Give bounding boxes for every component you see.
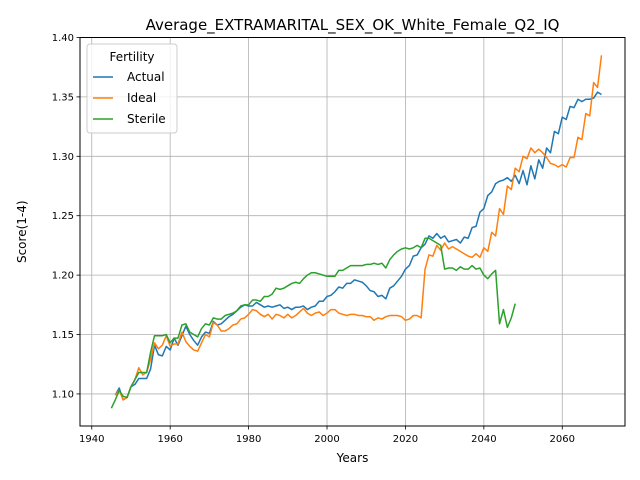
series-line-sterile <box>110 237 516 409</box>
series-line-actual <box>114 91 602 401</box>
legend-label-actual: Actual <box>127 70 165 84</box>
legend: Fertility Actual Ideal Sterile <box>86 43 178 134</box>
y-tick-label: 1.40 <box>52 33 74 44</box>
x-tick-label: 2040 <box>471 434 496 445</box>
series-line-ideal <box>114 55 603 401</box>
y-tick-label: 1.25 <box>52 211 74 222</box>
y-tick-label: 1.20 <box>52 271 74 282</box>
x-axis-label: Years <box>336 451 369 465</box>
series-lines <box>110 55 603 409</box>
plot-frame <box>79 37 626 427</box>
y-tick-label: 1.15 <box>52 330 74 341</box>
y-axis-label: Score(1-4) <box>15 200 29 263</box>
legend-box <box>86 43 178 134</box>
legend-label-sterile: Sterile <box>127 112 166 126</box>
x-axis-ticks: 1940 1960 1980 2000 2020 2040 2060 <box>79 426 575 445</box>
y-tick-label: 1.30 <box>52 152 74 163</box>
x-tick-label: 1960 <box>157 434 182 445</box>
y-axis-ticks: 1.10 1.15 1.20 1.25 1.30 1.35 1.40 <box>52 33 80 400</box>
x-tick-label: 2000 <box>314 434 339 445</box>
x-tick-label: 2020 <box>393 434 418 445</box>
x-tick-label: 2060 <box>550 434 575 445</box>
x-tick-label: 1980 <box>236 434 261 445</box>
legend-label-ideal: Ideal <box>127 91 156 105</box>
y-tick-label: 1.35 <box>52 92 74 103</box>
chart-title: Average_EXTRAMARITAL_SEX_OK_White_Female… <box>146 16 560 35</box>
legend-title: Fertility <box>109 50 154 64</box>
y-tick-label: 1.10 <box>52 389 74 400</box>
x-tick-label: 1940 <box>79 434 104 445</box>
